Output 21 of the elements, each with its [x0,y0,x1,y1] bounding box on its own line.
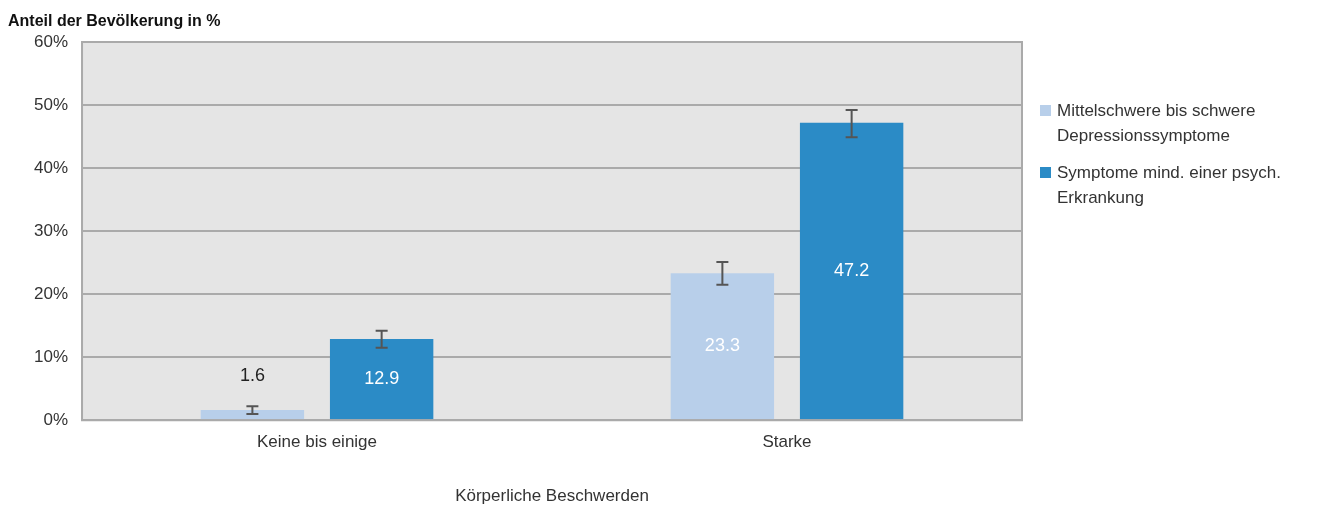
bar [670,273,775,420]
bar [329,338,434,420]
data-label: 47.2 [834,259,870,280]
legend-label: Symptome mind. einer psych. Erkrankung [1057,162,1282,209]
data-label: 1.6 [239,365,265,386]
y-tick-label: 10% [33,346,69,366]
y-tick-label: 0% [43,409,69,429]
y-tick-label: 60% [33,31,69,51]
y-tick-label: 30% [33,220,69,240]
y-tick-label: 40% [33,157,69,177]
x-tick-label: Keine bis einige [257,432,378,452]
y-tick-label: 50% [33,94,69,114]
x-axis-title: Körperliche Beschwerden [455,486,649,506]
data-label: 12.9 [364,368,400,389]
y-tick-label: 20% [33,283,69,303]
x-tick-label: Starke [762,432,812,452]
data-label: 23.3 [704,335,740,356]
bar [200,410,305,420]
legend-label: Mittelschwere bis schwere Depressionssymptome [1057,100,1257,147]
bar [799,122,904,420]
y-axis-title: Anteil der Bevölkerung in % [8,12,221,30]
